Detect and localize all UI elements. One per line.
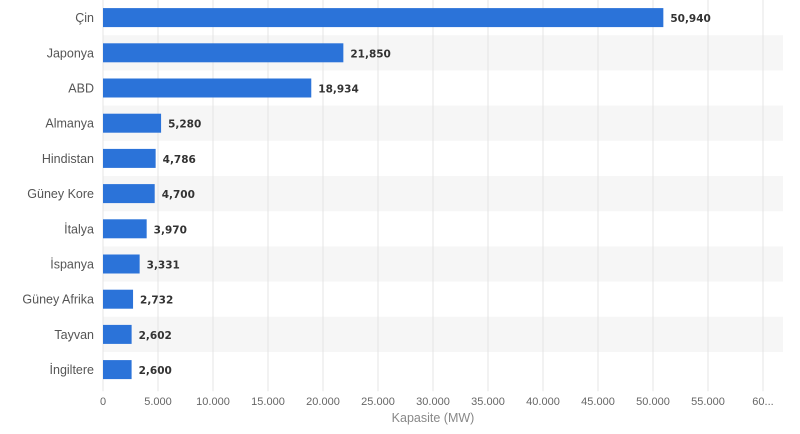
x-tick-label: 10.000 — [196, 396, 230, 408]
bar[interactable] — [103, 219, 147, 239]
value-label: 2,602 — [139, 330, 172, 342]
category-label: Tayvan — [54, 328, 94, 342]
x-tick-label: 15.000 — [251, 396, 285, 408]
value-label: 50,940 — [670, 13, 711, 25]
category-label: Güney Kore — [27, 187, 94, 201]
x-tick-label: 25.000 — [361, 396, 395, 408]
row-band — [103, 246, 783, 282]
bar[interactable] — [103, 8, 664, 28]
bar[interactable] — [103, 184, 155, 204]
bar[interactable] — [103, 254, 140, 274]
x-tick-label: 20.000 — [306, 396, 340, 408]
category-labels: Çin Japonya ABD Almanya Hindistan Güney Kore İ… — [22, 11, 94, 377]
x-axis-title: Kapasite (MW) — [392, 411, 475, 425]
category-label: İtalya — [64, 222, 94, 236]
category-label: Japonya — [47, 46, 94, 60]
category-label: İngiltere — [50, 363, 95, 377]
x-tick-label: 40.000 — [526, 396, 560, 408]
x-tick-label: 50.000 — [636, 396, 670, 408]
value-label: 2,732 — [140, 295, 173, 307]
gridlines — [102, 0, 764, 392]
row-band — [103, 176, 783, 212]
bars — [103, 8, 664, 380]
bar[interactable] — [103, 324, 132, 344]
x-axis-ticks: 0 5.000 10.000 15.000 20.000 25.000 30.000 35.0… — [100, 396, 774, 408]
x-tick-label: 30.000 — [416, 396, 450, 408]
x-tick-label: 35.000 — [471, 396, 505, 408]
bar[interactable] — [103, 148, 156, 168]
category-label: İspanya — [50, 258, 94, 272]
value-label: 4,786 — [163, 154, 196, 166]
value-label: 5,280 — [168, 119, 201, 131]
bar[interactable] — [103, 289, 134, 309]
bar[interactable] — [103, 43, 344, 63]
x-tick-label: 55.000 — [691, 396, 725, 408]
category-label: Hindistan — [42, 152, 94, 166]
category-label: Güney Afrika — [22, 293, 94, 307]
value-label: 21,850 — [350, 48, 391, 60]
value-label: 2,600 — [139, 365, 172, 377]
value-labels: 50,940 21,850 18,934 5,280 4,786 4,700 3,970 3,… — [139, 13, 711, 377]
row-band — [103, 105, 783, 141]
bar[interactable] — [103, 113, 162, 133]
category-label: ABD — [68, 82, 94, 96]
value-label: 3,331 — [147, 260, 180, 272]
value-label: 4,700 — [162, 189, 195, 201]
x-tick-label: 0 — [100, 396, 106, 408]
bar[interactable] — [103, 78, 312, 98]
category-label: Çin — [75, 11, 94, 25]
bar[interactable] — [103, 360, 132, 380]
row-bands — [103, 35, 783, 352]
category-label: Almanya — [45, 117, 94, 131]
x-tick-label: 45.000 — [581, 396, 615, 408]
x-tick-label: 60... — [752, 396, 773, 408]
row-band — [103, 316, 783, 352]
x-tick-label: 5.000 — [144, 396, 172, 408]
value-label: 18,934 — [318, 84, 359, 96]
value-label: 3,970 — [154, 224, 187, 236]
